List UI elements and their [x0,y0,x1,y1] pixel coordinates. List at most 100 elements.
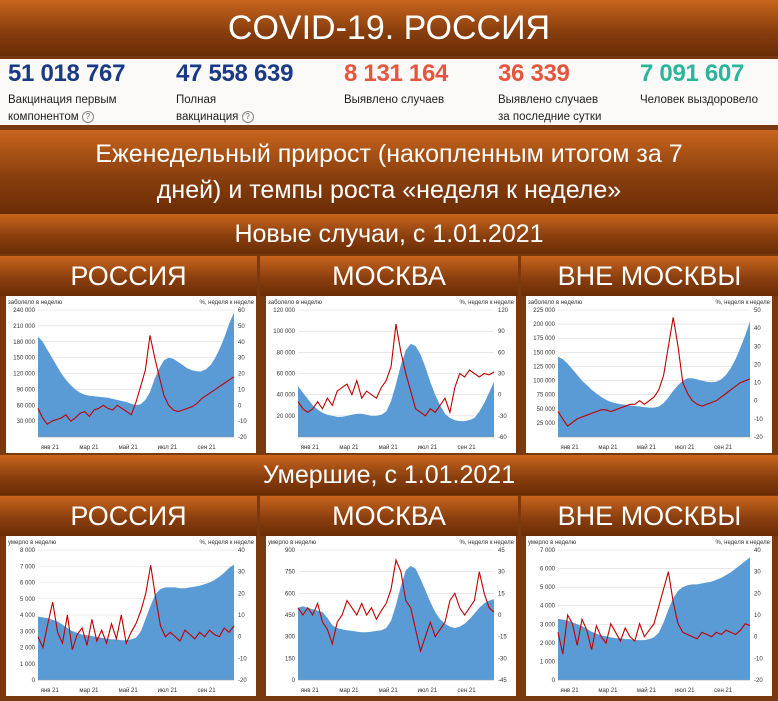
y-tick-label-left: 600 [285,591,296,597]
y-tick-label-left: 120 000 [13,372,35,378]
y-tick-label-left: 100 000 [533,379,555,385]
weekly-growth-heading: Еженедельный прирост (накопленным итогом… [0,130,778,214]
x-tick-label: мар 21 [79,445,99,451]
stat-label: Выявлено случаев [344,92,448,109]
y-tick-label-right: 10 [238,613,245,619]
x-tick-label: сен 21 [714,445,733,451]
y-tick-label-right: 0 [754,635,758,641]
y-tick-label-right: 20 [754,591,761,597]
y-tick-label-left: 40 000 [277,393,296,399]
y-tick-label-left: 750 [285,570,296,576]
x-tick-label: июл 21 [158,688,178,694]
y-tick-label-right: 0 [754,399,758,405]
y-axis-title-right: %, неделя к неделе [459,300,514,306]
chart-svg: заболело в неделю %, неделя к неделе 30 00… [8,300,255,451]
y-tick-label-left: 1 000 [540,659,556,665]
y-tick-label-left: 80 000 [277,350,296,356]
x-tick-label: сен 21 [198,688,217,694]
y-tick-label-right: 20 [754,362,761,368]
weekly-heading-line-2: дней) и темпы роста «неделя к неделе» [156,176,622,204]
y-tick-label-left: 100 000 [273,329,295,335]
y-tick-label-right: -20 [238,678,247,684]
y-tick-label-right: -45 [498,678,507,684]
y-tick-label-right: 30 [754,344,761,350]
x-tick-label: июл 21 [675,445,695,451]
x-tick-label: мар 21 [598,688,618,694]
y-tick-label-left: 7 000 [20,564,36,570]
y-tick-label-right: -10 [754,417,763,423]
page-title: COVID-19. РОССИЯ [0,0,778,56]
y-tick-label-right: 40 [754,548,761,554]
y-tick-label-right: 10 [754,613,761,619]
stat-value: 8 131 164 [344,60,449,87]
y-tick-label-right: 30 [238,356,245,362]
x-tick-label: сен 21 [714,688,733,694]
stat-label: Человек выздоровело [640,92,758,109]
info-icon[interactable]: ? [241,110,254,123]
y-tick-label-right: 60 [238,308,245,314]
stat-label-line-2: за последние сутки [498,111,602,123]
stats-bar: 51 018 767 Вакцинация первым компонентом… [0,56,778,128]
y-tick-label-right: 0 [498,393,502,399]
x-tick-label: янв 21 [41,688,60,694]
x-tick-label: июл 21 [675,688,695,694]
area-series [558,557,750,680]
y-tick-label-left: 240 000 [13,308,35,314]
x-tick-label: май 21 [379,687,399,694]
area-series [298,565,494,680]
stat-label-line-1: Выявлено случаев [498,94,599,106]
stat-label-line-2: компонентом [8,111,79,123]
y-tick-label-right: 50 [238,324,245,330]
x-tick-label: сен 21 [198,445,217,451]
y-axis-title-left: умерло в неделю [268,540,317,546]
y-tick-label-right: 0 [498,613,502,619]
area-series [558,321,750,437]
x-tick-label: июл 21 [418,688,438,694]
stat-value: 36 339 [498,60,570,87]
y-tick-label-left: 150 000 [13,356,35,362]
x-tick-label: май 21 [379,444,399,451]
y-tick-label-right: -10 [754,656,763,662]
x-tick-label: май 21 [119,687,139,694]
x-tick-label: янв 21 [560,688,579,694]
stat-value: 47 558 639 [176,60,294,87]
y-axis-title-right: %, неделя к неделе [199,300,254,306]
stat-label-line-1: Выявлено случаев [344,94,445,106]
y-tick-label-left: 180 000 [13,340,35,346]
y-tick-label-left: 8 000 [20,548,36,554]
stat-label-line-1: Полная [176,94,217,106]
y-tick-label-right: 120 [498,308,509,314]
y-tick-label-left: 60 000 [17,403,36,409]
y-tick-label-left: 2 000 [20,646,36,652]
stat-recovered: 7 091 607 Человек выздоровело [640,61,758,109]
chart-svg: умерло в неделю %, неделя к неделе 0 1 000 2… [8,540,255,694]
chart-svg: умерло в неделю%, неделя к неделе0150300… [268,540,515,694]
info-icon[interactable]: ? [81,110,94,123]
y-axis-title-left: умерло в неделю [528,540,577,546]
y-tick-label-right: -30 [498,414,507,420]
area-series [38,312,234,437]
line-series [297,558,495,654]
line-series [297,324,495,417]
y-tick-label-left: 450 [285,613,296,619]
y-tick-label-left: 175 000 [533,336,555,342]
stat-value: 51 018 767 [8,60,126,87]
y-tick-label-left: 5 000 [20,597,36,603]
y-tick-label-left: 0 [552,678,556,684]
y-tick-label-left: 900 [285,548,296,554]
y-tick-label-left: 0 [292,678,296,684]
y-axis-title-left: заболело в неделю [8,300,62,306]
chart-cases-outside: заболело в неделю %, неделя к неделе 25 00… [526,296,772,453]
x-tick-label: май 21 [119,444,139,451]
chart-deaths-moscow: умерло в неделю%, неделя к неделе 0 150 300… [266,536,516,696]
x-tick-label: июл 21 [418,445,438,451]
area-series [298,343,494,437]
x-tick-label: мар 21 [79,688,99,694]
x-tick-label: июл 21 [158,445,178,451]
y-tick-label-right: 45 [498,548,505,554]
y-axis-title-left: заболело в неделю [528,300,582,306]
stat-label: Вакцинация первым компонентом ? [8,92,125,126]
panel-title-moscow: МОСКВА [260,256,518,296]
x-tick-label: май 21 [637,444,657,451]
y-tick-label-left: 125 000 [533,364,555,370]
